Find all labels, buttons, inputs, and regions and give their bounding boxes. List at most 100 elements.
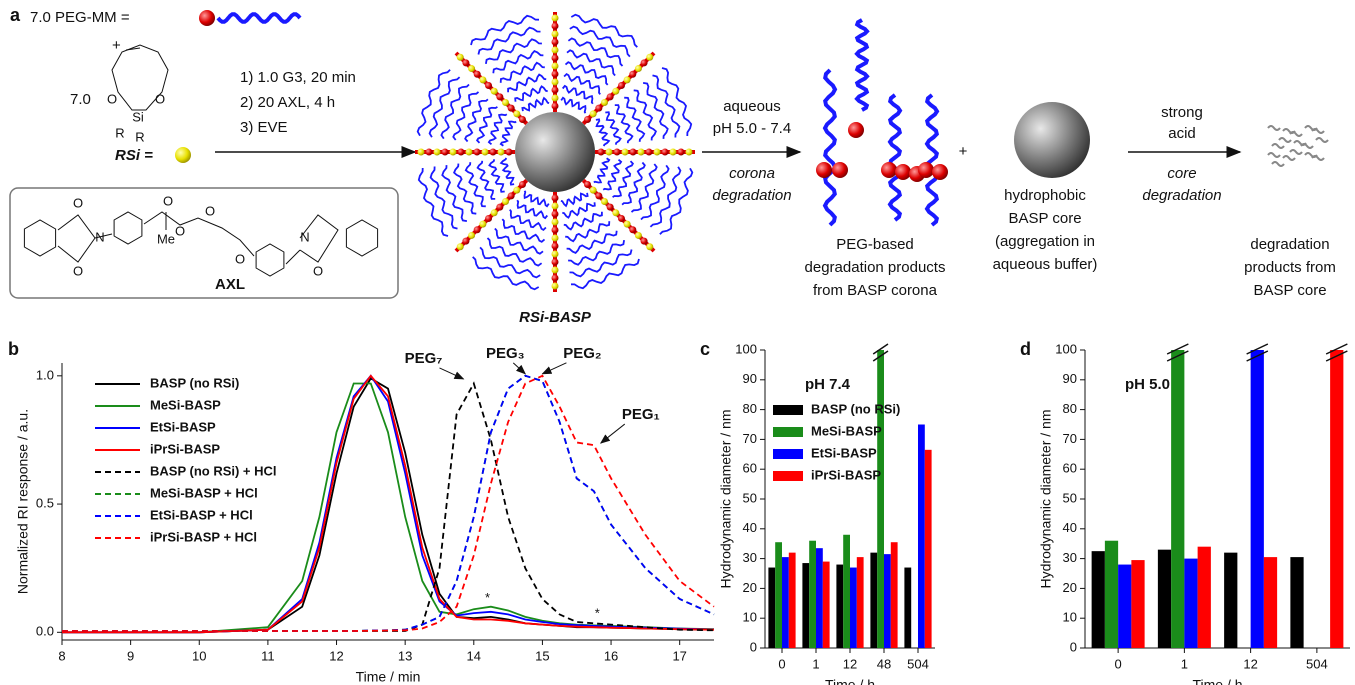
bar <box>1250 350 1264 648</box>
core-sphere <box>1014 102 1090 178</box>
drawing <box>416 69 451 137</box>
drawing <box>489 148 497 156</box>
drawing <box>551 250 559 258</box>
drawing <box>584 115 592 123</box>
atom-label: N <box>300 229 309 244</box>
axl-label: AXL <box>215 276 245 293</box>
axis-break <box>872 350 889 362</box>
x-tick-label: 10 <box>192 648 206 663</box>
drawing <box>646 53 654 61</box>
drawing <box>633 89 657 141</box>
drawing <box>494 227 544 255</box>
drawing <box>600 99 608 107</box>
drawing <box>634 231 642 239</box>
atom-label: O <box>175 223 185 238</box>
drawing <box>832 162 848 178</box>
bar <box>782 557 789 648</box>
legend-swatch <box>773 449 803 459</box>
drawing <box>595 118 611 147</box>
drawing <box>23 211 379 277</box>
y-tick-label: 20 <box>1063 580 1077 595</box>
atom-label: O <box>205 203 215 218</box>
y-tick-label: 40 <box>743 520 757 535</box>
drawing <box>551 46 559 54</box>
bar <box>1184 558 1198 648</box>
panel-label: a <box>10 5 21 25</box>
peg-mm-label: 7.0 PEG-MM = <box>30 9 130 26</box>
drawing <box>125 47 141 51</box>
drawing <box>565 221 611 243</box>
line-series <box>62 374 715 632</box>
drawing <box>560 192 589 208</box>
drawing <box>462 59 470 67</box>
drawing <box>490 87 498 95</box>
drawing <box>523 190 550 208</box>
y-tick-label: 70 <box>743 431 757 446</box>
drawing <box>551 282 559 290</box>
drawing <box>659 167 694 235</box>
drawing <box>441 165 468 222</box>
drawing <box>551 210 559 218</box>
drawing <box>602 158 623 191</box>
y-tick-label: 70 <box>1063 431 1077 446</box>
step-label: acid <box>1168 125 1196 142</box>
rsi-label: RSi = <box>115 147 153 164</box>
bar <box>1330 350 1344 648</box>
drawing <box>499 157 515 186</box>
y-tick-label: 20 <box>743 580 757 595</box>
drawing <box>563 211 603 231</box>
bar <box>918 424 925 648</box>
drawing <box>612 87 620 95</box>
drawing <box>551 242 559 250</box>
bar <box>768 567 776 648</box>
y-tick-label: 50 <box>743 490 757 505</box>
drawing <box>507 192 515 200</box>
drawing <box>433 148 441 156</box>
drawing <box>617 214 625 222</box>
drawing <box>562 202 596 219</box>
x-axis-label: Time / h <box>825 677 875 685</box>
atom-label: O <box>235 251 245 266</box>
x-tick-label: 14 <box>467 648 481 663</box>
x-tick-label: 16 <box>604 648 618 663</box>
panel-label: b <box>8 339 19 359</box>
drawing <box>640 164 670 221</box>
drawing <box>551 218 559 226</box>
bar <box>802 563 810 648</box>
drawing <box>551 30 559 38</box>
drawing <box>472 256 540 291</box>
drawing <box>589 186 597 194</box>
drawing <box>490 209 498 217</box>
drawing <box>569 249 633 278</box>
drawing <box>452 91 480 141</box>
drawing <box>465 148 473 156</box>
x-tick-label: 504 <box>1306 656 1328 671</box>
drawing <box>551 234 559 242</box>
drawing <box>518 115 526 123</box>
drawing <box>501 218 546 243</box>
drawing <box>492 50 544 74</box>
step-label: degradation <box>712 187 791 204</box>
drawing <box>661 67 693 137</box>
chart-title: pH 5.0 <box>1125 376 1170 393</box>
caption: degradation <box>1250 236 1329 253</box>
drawing <box>509 209 547 232</box>
drawing <box>485 214 493 222</box>
bar <box>904 567 912 648</box>
y-tick-label: 40 <box>1063 520 1077 535</box>
drawing <box>640 237 648 245</box>
drawing <box>895 164 911 180</box>
drawing <box>570 13 638 48</box>
panel-label: d <box>1020 339 1031 359</box>
annotation-arrow <box>512 362 527 375</box>
x-tick-label: 1 <box>812 656 819 671</box>
drawing <box>564 61 609 86</box>
bar <box>809 540 816 648</box>
drawing <box>848 122 864 138</box>
x-axis-label: Time / h <box>1192 677 1242 685</box>
drawing <box>551 70 559 78</box>
step-label: aqueous <box>723 98 781 115</box>
drawing <box>464 162 486 208</box>
drawing <box>561 84 594 105</box>
